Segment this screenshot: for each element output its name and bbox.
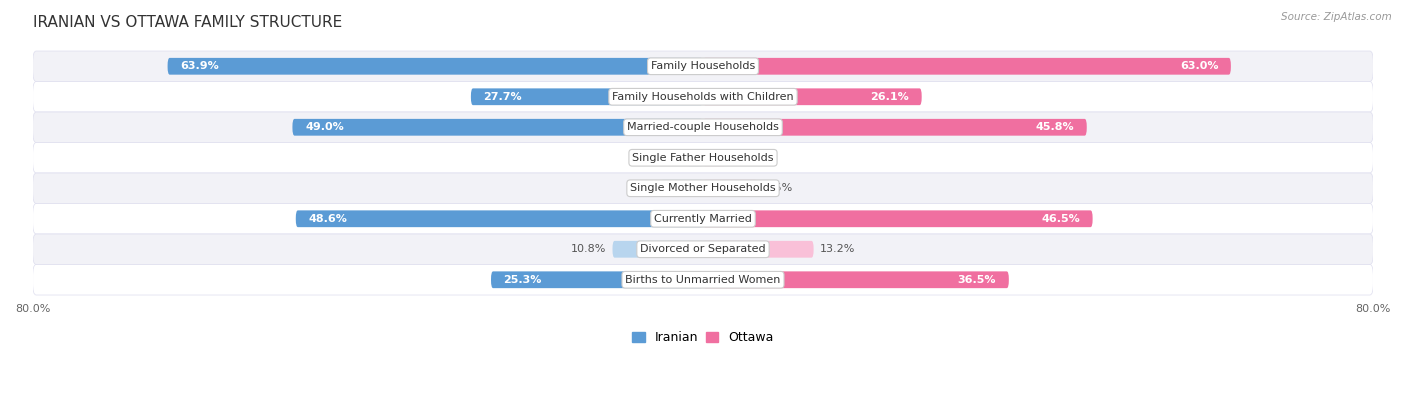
Text: 63.9%: 63.9% <box>180 61 219 71</box>
FancyBboxPatch shape <box>32 234 1374 265</box>
FancyBboxPatch shape <box>703 119 1087 135</box>
FancyBboxPatch shape <box>703 58 1230 75</box>
Text: Births to Unmarried Women: Births to Unmarried Women <box>626 275 780 285</box>
Text: 36.5%: 36.5% <box>957 275 997 285</box>
FancyBboxPatch shape <box>32 112 1374 143</box>
Text: 46.5%: 46.5% <box>1042 214 1080 224</box>
Text: 5.0%: 5.0% <box>626 183 654 193</box>
Text: 10.8%: 10.8% <box>571 244 606 254</box>
FancyBboxPatch shape <box>32 81 1374 112</box>
FancyBboxPatch shape <box>32 143 1374 173</box>
Text: Family Households with Children: Family Households with Children <box>612 92 794 102</box>
FancyBboxPatch shape <box>703 241 814 258</box>
Text: 48.6%: 48.6% <box>308 214 347 224</box>
FancyBboxPatch shape <box>703 211 1092 227</box>
FancyBboxPatch shape <box>703 271 1010 288</box>
FancyBboxPatch shape <box>491 271 703 288</box>
Text: 49.0%: 49.0% <box>305 122 343 132</box>
Text: 45.8%: 45.8% <box>1036 122 1074 132</box>
Text: IRANIAN VS OTTAWA FAMILY STRUCTURE: IRANIAN VS OTTAWA FAMILY STRUCTURE <box>32 15 342 30</box>
FancyBboxPatch shape <box>661 180 703 197</box>
FancyBboxPatch shape <box>688 149 703 166</box>
FancyBboxPatch shape <box>32 203 1374 234</box>
Text: 25.3%: 25.3% <box>503 275 541 285</box>
Text: 27.7%: 27.7% <box>484 92 522 102</box>
FancyBboxPatch shape <box>167 58 703 75</box>
Text: 13.2%: 13.2% <box>820 244 856 254</box>
FancyBboxPatch shape <box>703 149 725 166</box>
Text: Family Households: Family Households <box>651 61 755 71</box>
Text: Divorced or Separated: Divorced or Separated <box>640 244 766 254</box>
FancyBboxPatch shape <box>32 51 1374 81</box>
FancyBboxPatch shape <box>292 119 703 135</box>
FancyBboxPatch shape <box>32 265 1374 295</box>
FancyBboxPatch shape <box>471 88 703 105</box>
Text: 6.5%: 6.5% <box>765 183 793 193</box>
Text: Source: ZipAtlas.com: Source: ZipAtlas.com <box>1281 12 1392 22</box>
FancyBboxPatch shape <box>703 88 922 105</box>
FancyBboxPatch shape <box>703 180 758 197</box>
Text: Currently Married: Currently Married <box>654 214 752 224</box>
Text: 2.7%: 2.7% <box>733 153 761 163</box>
FancyBboxPatch shape <box>295 211 703 227</box>
Text: 26.1%: 26.1% <box>870 92 910 102</box>
Legend: Iranian, Ottawa: Iranian, Ottawa <box>627 326 779 349</box>
Text: Single Father Households: Single Father Households <box>633 153 773 163</box>
Text: Married-couple Households: Married-couple Households <box>627 122 779 132</box>
Text: 1.9%: 1.9% <box>652 153 681 163</box>
Text: Single Mother Households: Single Mother Households <box>630 183 776 193</box>
FancyBboxPatch shape <box>32 173 1374 203</box>
FancyBboxPatch shape <box>613 241 703 258</box>
Text: 63.0%: 63.0% <box>1180 61 1219 71</box>
